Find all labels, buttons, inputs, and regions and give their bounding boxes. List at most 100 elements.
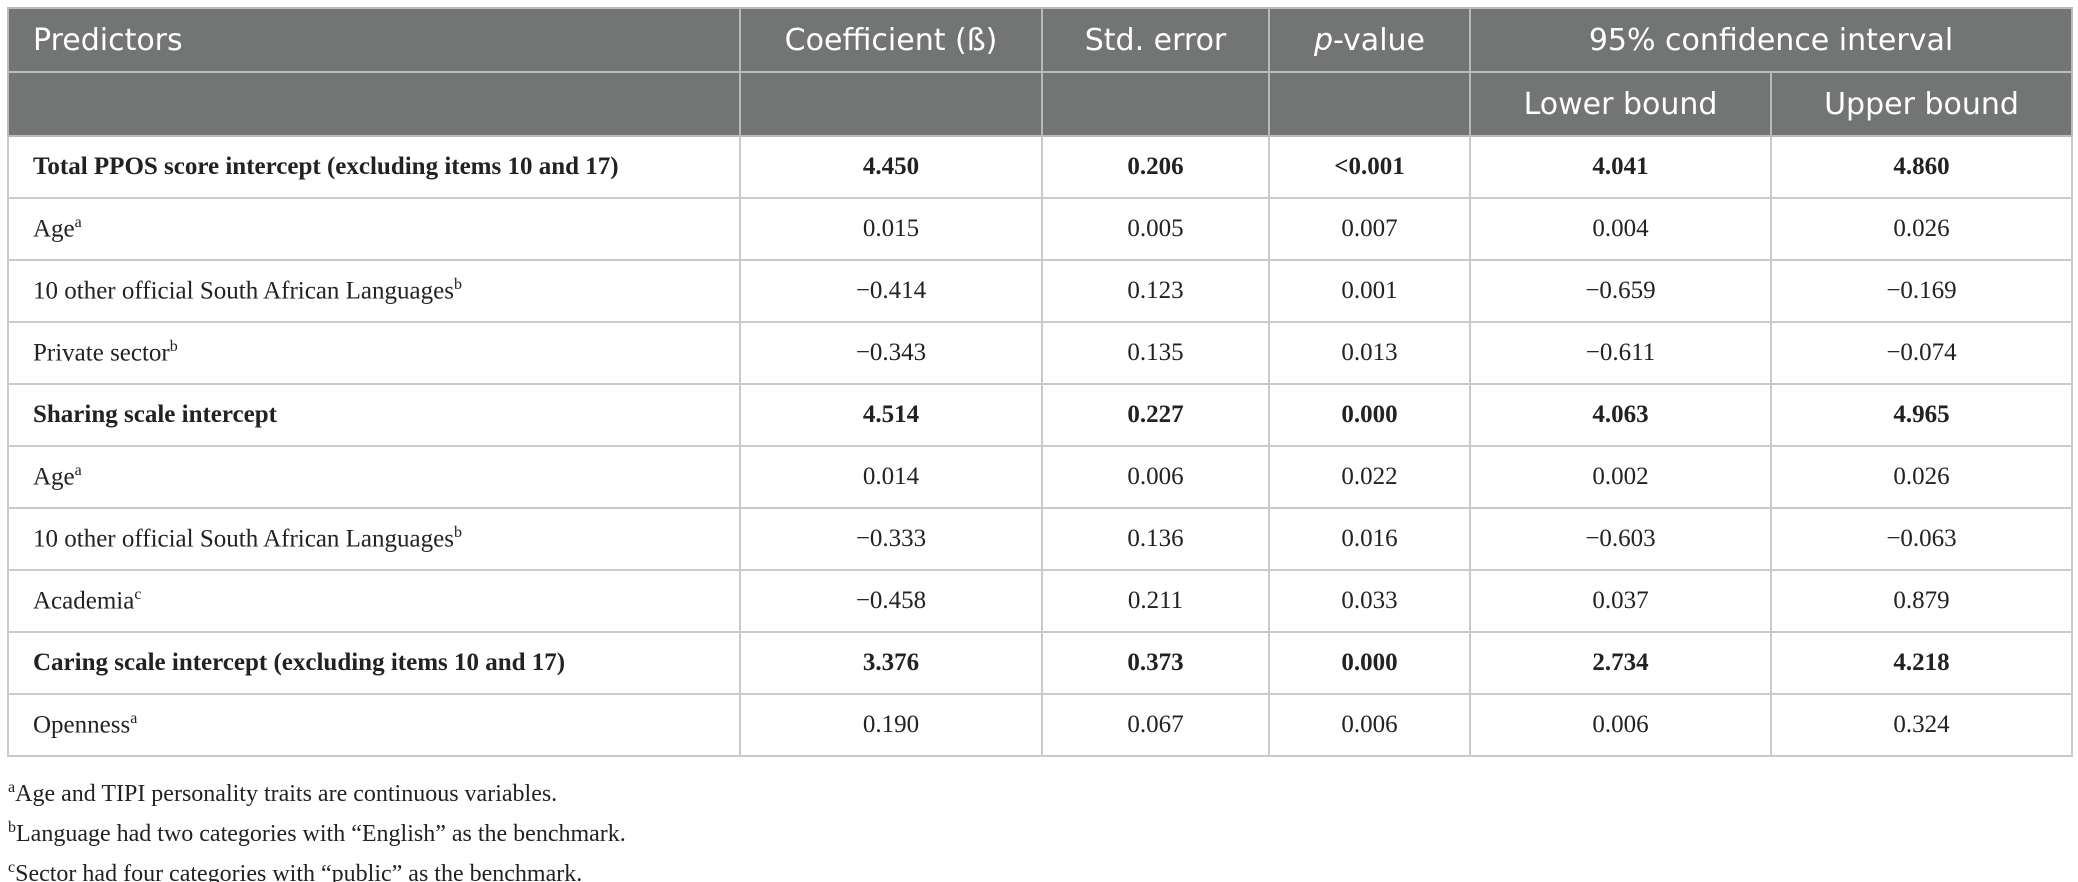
value-cell: 0.006 — [1268, 693, 1471, 757]
value-cell: 4.860 — [1769, 135, 2074, 199]
header-italic: p — [1313, 22, 1334, 58]
table-row: Academiac −0.458 0.211 0.033 0.037 0.879 — [7, 569, 2074, 633]
value-cell: 0.022 — [1268, 445, 1471, 509]
value-cell: 0.026 — [1769, 445, 2074, 509]
footnotes: aAge and TIPI personality traits are con… — [8, 768, 626, 882]
predictor-label: Private sector — [33, 339, 170, 367]
value-cell: −0.074 — [1769, 321, 2074, 385]
header-cell — [1041, 71, 1270, 137]
predictor-cell: 10 other official South African Language… — [7, 507, 741, 571]
footnote-text: Age and TIPI personality traits are cont… — [15, 781, 558, 807]
value-cell: −0.343 — [739, 321, 1043, 385]
predictor-cell: Agea — [7, 197, 741, 261]
header-text: -value — [1333, 22, 1425, 58]
value-cell: 0.136 — [1041, 507, 1270, 571]
footnote-text: Language had two categories with “Englis… — [16, 821, 626, 847]
value-cell: 0.026 — [1769, 197, 2074, 261]
table-row: Agea 0.015 0.005 0.007 0.004 0.026 — [7, 197, 2074, 261]
value-cell: 0.007 — [1268, 197, 1471, 261]
header-cell: p-value — [1268, 7, 1471, 73]
predictor-cell: 10 other official South African Language… — [7, 259, 741, 323]
value-cell: 0.002 — [1469, 445, 1772, 509]
footnote-mark: a — [74, 462, 82, 480]
header-cell: Upper bound — [1769, 71, 2074, 137]
predictor-label: Openness — [33, 711, 131, 739]
value-cell: 2.734 — [1469, 631, 1772, 695]
value-cell: 4.965 — [1769, 383, 2074, 447]
value-cell: −0.169 — [1769, 259, 2074, 323]
value-cell: 4.063 — [1469, 383, 1772, 447]
predictor-label: Caring scale intercept (excluding items … — [33, 649, 566, 676]
header-cell: 95% confidence interval — [1468, 7, 2074, 73]
value-cell: 0.037 — [1469, 569, 1772, 633]
table-row: Opennessa 0.190 0.067 0.006 0.006 0.324 — [7, 693, 2074, 757]
value-cell: 0.879 — [1769, 569, 2074, 633]
predictor-cell: Agea — [7, 445, 741, 509]
header-cell: Predictors — [7, 7, 741, 73]
footnote-mark: a — [8, 779, 16, 796]
value-cell: 0.000 — [1268, 631, 1471, 695]
value-cell: 3.376 — [739, 631, 1043, 695]
predictor-label: Total PPOS score intercept (excluding it… — [33, 153, 619, 180]
header-cell: Lower bound — [1469, 71, 1772, 137]
value-cell: 0.015 — [739, 197, 1043, 261]
value-cell: −0.414 — [739, 259, 1043, 323]
value-cell: <0.001 — [1268, 135, 1471, 199]
table-row: 10 other official South African Language… — [7, 507, 2074, 571]
value-cell: 0.000 — [1268, 383, 1471, 447]
predictor-cell: Sharing scale intercept — [7, 383, 741, 447]
predictor-label: 10 other official South African Language… — [33, 277, 454, 305]
predictor-label: Sharing scale intercept — [33, 401, 277, 428]
header-cell — [7, 71, 741, 137]
footnote-mark: b — [453, 276, 462, 294]
value-cell: −0.611 — [1469, 321, 1772, 385]
predictor-label: Academia — [33, 587, 135, 615]
value-cell: 4.450 — [739, 135, 1043, 199]
header-cell — [739, 71, 1043, 137]
predictor-cell: Private sectorb — [7, 321, 741, 385]
header-row: Lower bound Upper bound — [7, 71, 2074, 137]
value-cell: 0.014 — [739, 445, 1043, 509]
predictor-cell: Caring scale intercept (excluding items … — [7, 631, 741, 695]
value-cell: −0.458 — [739, 569, 1043, 633]
predictor-cell: Opennessa — [7, 693, 741, 757]
value-cell: 0.013 — [1268, 321, 1471, 385]
footnote-mark: c — [8, 859, 16, 876]
table-row: Total PPOS score intercept (excluding it… — [7, 135, 2074, 199]
value-cell: 0.005 — [1041, 197, 1270, 261]
value-cell: 0.006 — [1041, 445, 1270, 509]
regression-table: Predictors Coefficient (ß) Std. error p-… — [7, 7, 2074, 757]
value-cell: 0.004 — [1469, 197, 1772, 261]
footnote-mark: a — [130, 710, 138, 728]
value-cell: 0.227 — [1041, 383, 1270, 447]
value-cell: 0.135 — [1041, 321, 1270, 385]
header-row: Predictors Coefficient (ß) Std. error p-… — [7, 7, 2074, 73]
predictor-label: 10 other official South African Language… — [33, 525, 454, 553]
footnote-mark: c — [134, 586, 142, 604]
footnote: bLanguage had two categories with “Engli… — [8, 808, 626, 848]
value-cell: −0.063 — [1769, 507, 2074, 571]
value-cell: 4.041 — [1469, 135, 1772, 199]
table-body: Total PPOS score intercept (excluding it… — [7, 135, 2074, 757]
header-cell — [1268, 71, 1471, 137]
footnote-mark: a — [74, 214, 82, 232]
footnote-mark: b — [169, 338, 178, 356]
header-cell: Coefficient (ß) — [739, 7, 1043, 73]
value-cell: 0.006 — [1469, 693, 1772, 757]
predictor-label: Age — [33, 215, 75, 243]
value-cell: 0.206 — [1041, 135, 1270, 199]
value-cell: 0.067 — [1041, 693, 1270, 757]
value-cell: 0.373 — [1041, 631, 1270, 695]
value-cell: 0.001 — [1268, 259, 1471, 323]
table-row: Sharing scale intercept 4.514 0.227 0.000 4.… — [7, 383, 2074, 447]
value-cell: 0.033 — [1268, 569, 1471, 633]
table-row: Caring scale intercept (excluding items … — [7, 631, 2074, 695]
predictor-cell: Academiac — [7, 569, 741, 633]
value-cell: 0.123 — [1041, 259, 1270, 323]
footnote-text: Sector had four categories with “public”… — [15, 861, 583, 882]
footnote: cSector had four categories with “public… — [8, 848, 626, 882]
footnote: aAge and TIPI personality traits are con… — [8, 768, 626, 808]
value-cell: −0.603 — [1469, 507, 1772, 571]
value-cell: 0.016 — [1268, 507, 1471, 571]
